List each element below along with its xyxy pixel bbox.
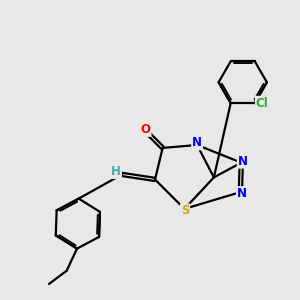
- Text: O: O: [141, 123, 151, 136]
- Text: N: N: [237, 187, 247, 200]
- Text: S: S: [181, 205, 189, 218]
- Text: N: N: [192, 136, 202, 149]
- Text: H: H: [111, 165, 121, 178]
- Text: N: N: [238, 155, 248, 168]
- Text: Cl: Cl: [256, 97, 268, 110]
